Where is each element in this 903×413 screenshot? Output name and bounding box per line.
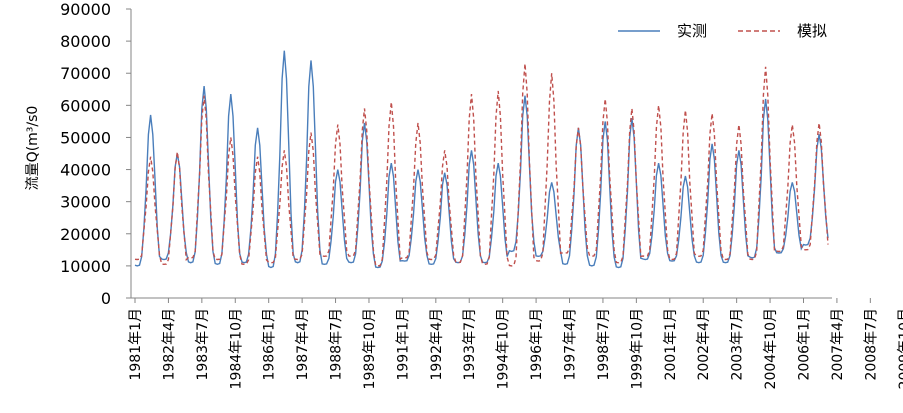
x-tick-label: 2009年10月: [897, 308, 903, 389]
legend: 实测 模拟: [618, 22, 827, 40]
x-tick-label: 1993年7月: [462, 308, 478, 381]
x-tick-label: 1988年7月: [329, 308, 345, 381]
x-tick-label: 2006年1月: [796, 308, 812, 381]
x-tick-label: 1997年4月: [563, 308, 579, 381]
x-tick-label: 1987年4月: [295, 308, 311, 381]
x-tick-label: 1983年7月: [195, 308, 211, 381]
x-tick-label: 1982年4月: [161, 308, 177, 381]
x-tick-label: 1994年10月: [496, 308, 512, 389]
x-tick-label: 2003年7月: [730, 308, 746, 381]
y-axis: 0 10000 20000 30000 40000 50000 60000 70000 8000…: [60, 0, 132, 308]
legend-label-simulated: 模拟: [797, 22, 827, 40]
x-tick-label: 1991年1月: [395, 308, 411, 381]
x-tick-label: 1981年1月: [128, 308, 144, 381]
x-axis: 1981年1月 1982年4月 1983年7月 1984年10月 1986年1月 1987…: [128, 297, 903, 389]
x-tick-label: 2007年4月: [830, 308, 846, 381]
x-tick-label: 2008年7月: [863, 308, 879, 381]
x-tick-label: 1992年4月: [429, 308, 445, 381]
y-tick-label: 80000: [60, 32, 111, 51]
x-tick-label: 2001年1月: [663, 308, 679, 381]
y-tick-label: 0: [101, 289, 111, 308]
y-tick-label: 50000: [60, 128, 111, 147]
y-tick-label: 20000: [60, 225, 111, 244]
y-tick-label: 30000: [60, 193, 111, 212]
x-tick-label: 2002年4月: [696, 308, 712, 381]
x-tick-label: 1986年1月: [262, 308, 278, 381]
x-tick-label: 2004年10月: [763, 308, 779, 389]
x-tick-label: 1996年1月: [529, 308, 545, 381]
series-group: [134, 50, 829, 269]
y-tick-label: 90000: [60, 0, 111, 19]
y-tick-label: 40000: [60, 161, 111, 180]
x-tick-label: 1998年7月: [596, 308, 612, 381]
x-tick-label: 1999年10月: [629, 308, 645, 389]
y-tick-label: 70000: [60, 64, 111, 83]
series-line-simulated: [134, 63, 829, 267]
y-tick-label: 10000: [60, 257, 111, 276]
y-tick-label: 60000: [60, 96, 111, 115]
x-tick-label: 1984年10月: [228, 308, 244, 389]
legend-label-observed: 实测: [677, 22, 707, 40]
x-tick-label: 1989年10月: [362, 308, 378, 389]
y-axis-label: 流量Q(m³/s0: [25, 106, 41, 191]
